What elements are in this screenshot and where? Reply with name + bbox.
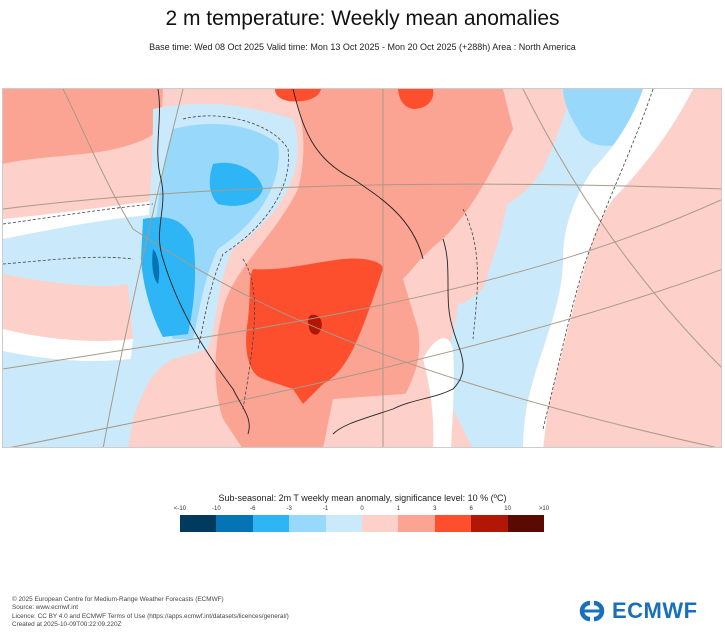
region-alaska-salmon [3,89,163,164]
footer-licence: Licence: CC BY 4.0 and ECMWF Terms of Us… [12,612,289,620]
region-west-dark-blue [152,249,160,284]
colorbar-bin [216,515,253,532]
colorbar-bin [398,515,435,532]
colorbar-bin [180,515,217,532]
region-atlantic-white-buffer [523,89,693,447]
footer-credits: © 2025 European Centre for Medium-Range … [12,596,289,629]
ecmwf-logo-icon [579,600,605,622]
region-bc-blue [209,162,263,206]
colorbar-tick-label: 6 [469,506,473,512]
colorbar-tick-label: <-10 [173,506,187,512]
footer-source: Source: www.ecmwf.int [12,604,79,612]
colorbar-tick-label: -1 [322,506,329,512]
colorbar-tick-label: -10 [212,506,221,512]
colorbar-bin [471,515,508,532]
colorbar-title: Sub-seasonal: 2m T weekly mean anomaly, … [218,493,507,503]
colorbar-tick-label: 1 [396,506,401,512]
colorbar-tick-label: -3 [286,506,292,512]
footer-created: Created at 2025-10-09T00:22:09.220Z [12,620,122,628]
colorbar-bin [362,515,399,532]
ecmwf-logo: ECMWF [576,598,698,624]
colorbar-tick-label: -6 [250,506,256,512]
map-svg [3,89,721,447]
region-arctic-red-west [275,89,321,102]
colorbar-tick-label: >10 [538,506,550,512]
colorbar-bin [434,515,472,532]
colorbar-tick-label: 0 [360,506,364,512]
footer-copyright: © 2025 European Centre for Medium-Range … [12,596,224,603]
region-arctic-red-east [398,89,434,109]
region-maritimes-pink [433,169,508,304]
chart-subtitle: Base time: Wed 08 Oct 2025 Valid time: M… [149,42,576,52]
chart-title: 2 m temperature: Weekly mean anomalies [165,7,560,30]
region-pacific-white-band [3,201,158,239]
colorbar-tick-label: 3 [433,506,437,512]
region-subtropical-pacific-pink [3,274,133,341]
colorbar [180,515,545,532]
colorbar-bin [289,515,326,532]
region-florida-white [423,338,454,447]
anomaly-map [2,88,722,448]
colorbar-bin [325,515,363,532]
coastlines [157,89,464,435]
region-atlantic-light-blue [433,89,643,447]
colorbar-bin [252,515,290,532]
colorbar-bin [507,515,545,532]
colorbar-tick-label: 10 [504,506,511,512]
region-subtropical-pacific-white [3,329,133,362]
region-plains-peak-dark-red [307,314,322,335]
significance-contours [3,89,654,430]
ecmwf-logo-text: ECMWF [612,598,698,623]
colorbar-ticks: <-10 -10 -6 -3 -1 0 1 3 6 10 >10 [0,506,725,516]
